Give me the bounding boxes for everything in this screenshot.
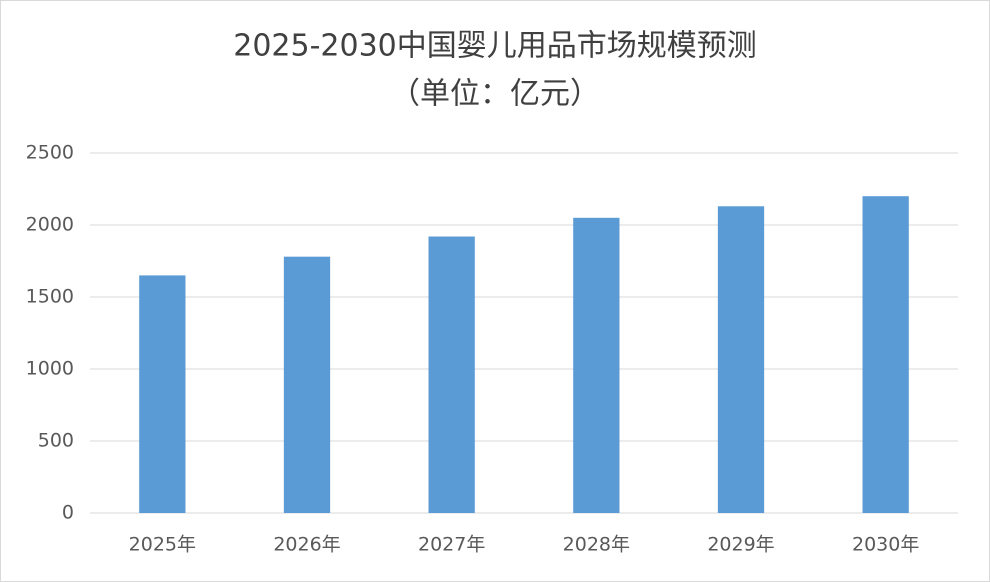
x-tick-label: 2029年 bbox=[707, 534, 774, 556]
bar bbox=[862, 196, 909, 513]
bar bbox=[717, 206, 765, 513]
y-tick-label: 0 bbox=[62, 502, 74, 524]
x-tick-label: 2025年 bbox=[129, 534, 196, 556]
y-tick-label: 1000 bbox=[26, 358, 74, 380]
y-tick-label: 2500 bbox=[26, 142, 74, 164]
x-tick-label: 2030年 bbox=[852, 534, 919, 556]
y-tick-label: 2000 bbox=[26, 214, 74, 236]
x-tick-label: 2028年 bbox=[563, 534, 630, 556]
bar bbox=[573, 217, 620, 514]
x-tick-label: 2027年 bbox=[418, 534, 485, 556]
y-tick-label: 1500 bbox=[26, 286, 74, 308]
bar bbox=[428, 236, 475, 513]
y-tick-label: 500 bbox=[38, 430, 74, 452]
chart-subtitle: （单位：亿元） bbox=[390, 77, 600, 112]
chart-title: 2025-2030中国婴儿用品市场规模预测 bbox=[233, 29, 757, 64]
x-tick-label: 2026年 bbox=[273, 534, 340, 556]
bar bbox=[139, 275, 186, 513]
bar bbox=[283, 256, 331, 513]
